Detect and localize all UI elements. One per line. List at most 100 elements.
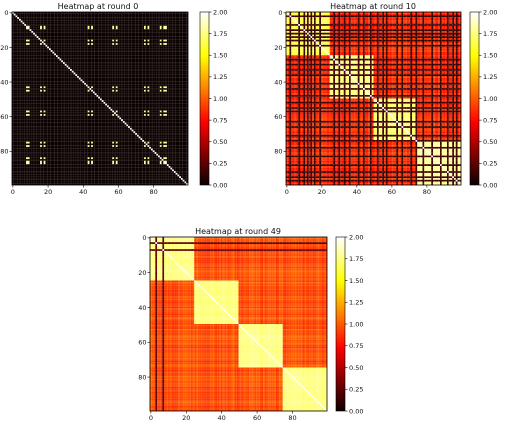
heatmap-cell bbox=[132, 47, 134, 49]
heatmap-cell bbox=[116, 92, 118, 94]
heatmap-cell bbox=[125, 38, 127, 40]
heatmap-cell bbox=[111, 97, 113, 99]
heatmap-cell bbox=[140, 36, 142, 38]
heatmap-cell bbox=[21, 55, 23, 57]
heatmap-cell bbox=[132, 66, 134, 68]
heatmap-cell bbox=[77, 62, 79, 64]
heatmap-cell bbox=[31, 67, 33, 69]
heatmap-cell bbox=[184, 76, 186, 78]
heatmap-cell bbox=[156, 60, 158, 62]
heatmap-cell bbox=[67, 97, 69, 99]
heatmap-cell bbox=[65, 79, 67, 81]
heatmap-cell bbox=[119, 14, 121, 16]
heatmap-cell bbox=[133, 67, 135, 69]
heatmap-cell bbox=[96, 93, 98, 95]
heatmap-cell bbox=[142, 43, 144, 45]
heatmap-cell bbox=[118, 24, 120, 26]
heatmap-cell bbox=[107, 59, 109, 61]
heatmap-cell bbox=[52, 85, 54, 87]
heatmap-cell bbox=[153, 19, 155, 21]
heatmap-cell bbox=[19, 50, 21, 52]
heatmap-cell bbox=[170, 28, 172, 30]
heatmap-cell bbox=[42, 64, 44, 66]
heatmap-cell bbox=[56, 67, 58, 69]
heatmap-cell bbox=[75, 83, 77, 85]
heatmap-cell bbox=[179, 17, 181, 19]
heatmap-cell bbox=[40, 60, 42, 62]
heatmap-cell bbox=[165, 55, 167, 57]
heatmap-cell bbox=[19, 15, 21, 17]
heatmap-cell bbox=[49, 19, 51, 21]
heatmap-cell bbox=[89, 40, 91, 42]
heatmap-cell bbox=[65, 40, 67, 42]
heatmap-cell bbox=[116, 60, 118, 62]
heatmap-cell bbox=[61, 14, 63, 16]
heatmap-cell bbox=[105, 57, 107, 59]
heatmap-cell bbox=[153, 60, 155, 62]
heatmap-cell bbox=[47, 85, 49, 87]
heatmap-cell bbox=[183, 54, 185, 56]
heatmap-cell bbox=[81, 43, 83, 45]
heatmap-cell bbox=[111, 45, 113, 47]
heatmap-cell bbox=[174, 92, 176, 94]
heatmap-cell bbox=[165, 86, 167, 88]
heatmap-cell bbox=[137, 50, 139, 52]
heatmap-cell bbox=[119, 59, 121, 61]
heatmap-cell bbox=[130, 93, 132, 95]
heatmap-cell bbox=[45, 79, 47, 81]
heatmap-cell bbox=[142, 83, 144, 85]
heatmap-cell bbox=[44, 59, 46, 61]
heatmap-cell bbox=[130, 36, 132, 38]
heatmap-cell bbox=[179, 38, 181, 40]
heatmap-cell bbox=[19, 71, 21, 73]
heatmap-cell bbox=[19, 79, 21, 81]
heatmap-cell bbox=[82, 47, 84, 49]
heatmap-cell bbox=[170, 92, 172, 94]
heatmap-cell bbox=[109, 86, 111, 88]
heatmap-cell bbox=[96, 52, 98, 54]
heatmap-cell bbox=[86, 50, 88, 52]
heatmap-cell bbox=[44, 76, 46, 78]
heatmap-cell bbox=[114, 54, 116, 56]
heatmap-cell bbox=[158, 19, 160, 21]
heatmap-cell bbox=[21, 57, 23, 59]
heatmap-cell bbox=[112, 62, 114, 64]
heatmap-cell bbox=[26, 83, 28, 85]
heatmap-cell bbox=[33, 85, 35, 87]
heatmap-cell bbox=[155, 52, 157, 54]
heatmap-cell bbox=[61, 64, 63, 66]
heatmap-cell bbox=[107, 88, 109, 90]
heatmap-cell bbox=[100, 54, 102, 56]
heatmap-cell bbox=[88, 88, 90, 90]
heatmap-cell bbox=[31, 14, 33, 16]
heatmap-cell bbox=[70, 55, 72, 57]
heatmap-cell bbox=[132, 76, 134, 78]
heatmap-cell bbox=[45, 22, 47, 24]
heatmap-cell bbox=[84, 92, 86, 94]
heatmap-cell bbox=[158, 28, 160, 30]
heatmap-cell bbox=[176, 21, 178, 23]
heatmap-cell bbox=[60, 26, 62, 28]
heatmap-cell bbox=[135, 62, 137, 64]
heatmap-cell bbox=[104, 24, 106, 26]
heatmap-cell bbox=[58, 21, 60, 23]
heatmap-cell bbox=[67, 54, 69, 56]
heatmap-cell bbox=[165, 52, 167, 54]
heatmap-cell bbox=[167, 55, 169, 57]
heatmap-cell bbox=[45, 28, 47, 30]
heatmap-cell bbox=[17, 92, 19, 94]
heatmap-cell bbox=[23, 71, 25, 73]
heatmap-cell bbox=[67, 95, 69, 97]
heatmap-cell bbox=[75, 24, 77, 26]
heatmap-cell bbox=[58, 52, 60, 54]
heatmap-cell bbox=[172, 47, 174, 49]
heatmap-cell bbox=[105, 92, 107, 94]
heatmap-cell bbox=[14, 22, 16, 24]
heatmap-cell bbox=[123, 76, 125, 78]
heatmap-cell bbox=[132, 86, 134, 88]
heatmap-cell bbox=[111, 52, 113, 54]
heatmap-cell bbox=[119, 95, 121, 97]
heatmap-cell bbox=[128, 62, 130, 64]
heatmap-cell bbox=[125, 40, 127, 42]
heatmap-cell bbox=[139, 59, 141, 61]
